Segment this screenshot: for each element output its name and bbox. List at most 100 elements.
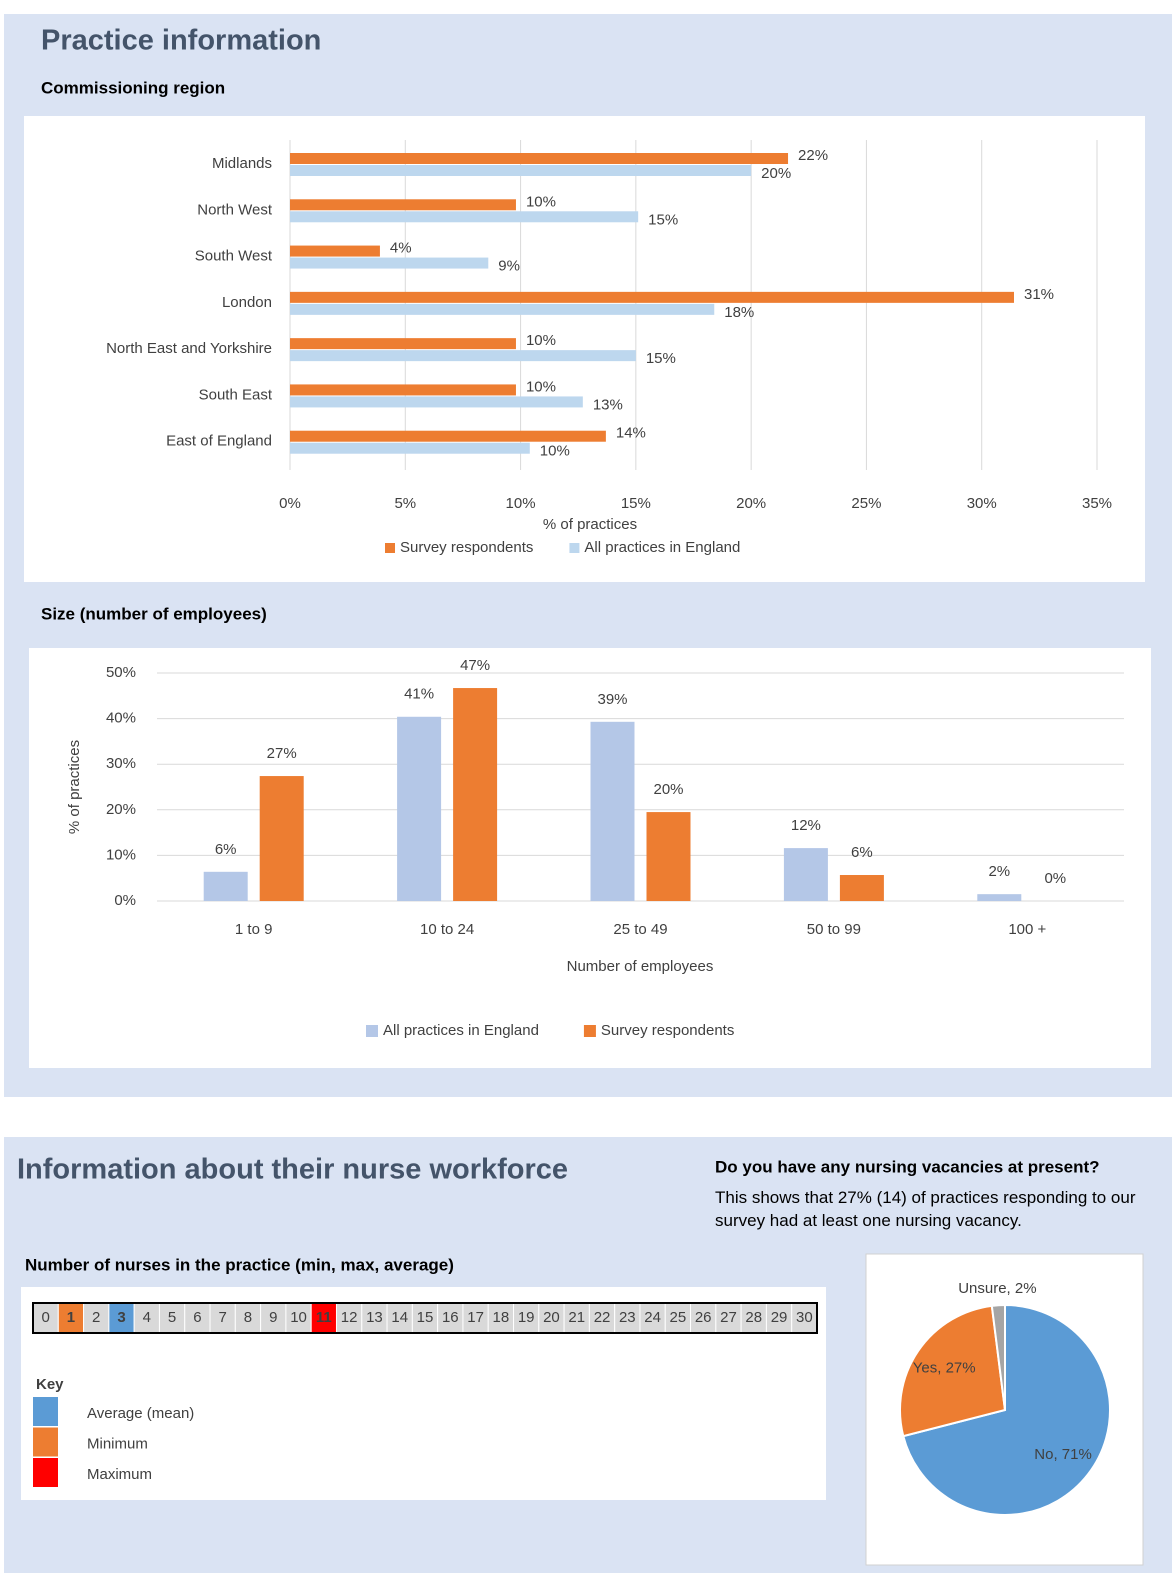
bar [646,812,691,901]
scale-cell [690,1302,717,1334]
bar [977,894,1022,901]
scale-number: 30 [796,1309,813,1326]
x-tick-label: 25% [851,495,881,512]
x-tick-label: 50 to 99 [807,921,861,938]
bar [290,257,489,269]
scale-outline [32,1302,818,1334]
x-tick-label: 10 to 24 [420,921,474,938]
x-axis-label: Number of employees [567,958,714,975]
legend-swatch [569,543,580,553]
data-label: 31% [1024,286,1054,303]
bar [290,384,516,396]
y-tick-label: East of England [166,433,272,450]
y-tick-label: London [222,294,272,311]
section-title: Information about their nurse workforce [17,1154,568,1186]
scale-number: 15 [417,1309,434,1326]
bar [290,350,636,362]
y-tick-label: 10% [106,846,136,863]
scale-cell [765,1302,793,1334]
scale-cell [411,1302,439,1334]
scale-number: 27 [720,1309,737,1326]
data-label: 10% [526,378,556,395]
data-label: 6% [851,844,873,861]
scale-number: 13 [366,1309,383,1326]
data-label: 15% [646,350,676,367]
scale-number: 11 [316,1309,332,1326]
bar [290,165,752,176]
pie-slice [990,1303,1006,1411]
y-tick-label: South East [199,386,273,403]
key-title: Key [36,1376,64,1393]
data-label: 10% [526,193,556,210]
data-label: 14% [616,425,646,442]
y-tick-label: North West [197,201,273,218]
y-tick-label: Midlands [212,155,272,172]
x-tick-label: 15% [621,495,651,512]
scale-number: 1 [67,1309,75,1326]
key-label: Minimum [87,1435,148,1452]
scale-number: 20 [543,1309,560,1326]
data-label: 9% [498,258,520,275]
bar [290,211,639,223]
y-tick-label: 50% [106,664,136,681]
x-tick-label: 5% [394,495,416,512]
bar [290,396,583,408]
data-label: 41% [404,686,434,703]
data-label: Unsure, 2% [958,1280,1036,1297]
legend-swatch [583,1025,596,1037]
bar [203,871,248,901]
legend-label: All practices in England [584,539,740,556]
scale-number: 25 [670,1309,687,1326]
scale-number: 17 [467,1309,484,1326]
scale-cell [108,1302,135,1334]
x-tick-label: 10% [506,495,536,512]
chart-title: Commissioning region [41,78,225,97]
data-label: No, 71% [1034,1446,1092,1463]
chart-subtitle: This shows that 27% (14) of practices re… [715,1188,1136,1230]
scale-number: 14 [391,1309,408,1326]
scale-number: 12 [341,1309,358,1326]
section-title: Practice information [41,25,321,57]
bar [290,442,530,454]
y-axis-label: % of practices [66,740,83,834]
scale-number: 7 [219,1309,227,1326]
scale-cell [588,1302,616,1334]
scale-number: 16 [442,1309,459,1326]
data-label: 27% [267,745,297,762]
x-tick-label: 35% [1082,495,1112,512]
legend-swatch [385,543,395,553]
data-label: 20% [761,165,791,182]
scale-number: 0 [41,1309,49,1326]
data-label: 20% [653,781,683,798]
data-label: 12% [791,817,821,834]
y-tick-label: 0% [114,892,136,909]
scale-cell [538,1302,565,1334]
x-tick-label: 20% [736,495,766,512]
chart-box [29,648,1151,1068]
chart-title: Do you have any nursing vacancies at pre… [715,1157,1100,1176]
x-tick-label: 30% [967,495,997,512]
scale-cell [234,1302,262,1334]
data-label: 0% [1044,870,1066,887]
legend-label: All practices in England [383,1022,539,1039]
bar [259,776,304,901]
scale-number: 22 [594,1309,611,1326]
data-label: 39% [597,691,627,708]
scale-number: 18 [493,1309,510,1326]
scale-title: Number of nurses in the practice (min, m… [25,1255,454,1274]
bar [783,848,828,901]
bar [290,291,1014,303]
bar [453,688,498,901]
y-tick-label: South West [195,248,273,265]
scale-number: 5 [168,1309,176,1326]
scale-number: 26 [695,1309,712,1326]
bar [397,716,442,901]
bar [290,430,606,442]
legend-label: Survey respondents [400,539,533,556]
y-tick-label: 20% [106,801,136,818]
bar [290,338,516,350]
scale-number: 21 [568,1309,585,1326]
key-label: Maximum [87,1466,152,1483]
